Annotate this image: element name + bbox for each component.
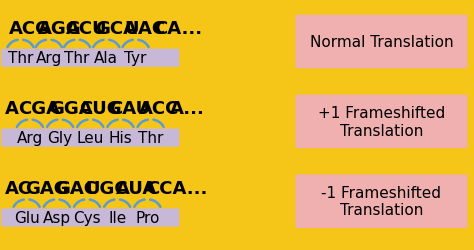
Text: AUA: AUA — [116, 180, 157, 197]
Text: ACC: ACC — [139, 100, 180, 118]
Text: AGG: AGG — [37, 20, 81, 38]
Text: CCA...: CCA... — [146, 180, 207, 197]
Text: Glu: Glu — [14, 210, 39, 225]
Text: CGA: CGA — [18, 100, 61, 118]
Text: ACG: ACG — [9, 20, 51, 38]
FancyBboxPatch shape — [295, 175, 467, 228]
FancyBboxPatch shape — [1, 208, 179, 227]
Text: Normal Translation: Normal Translation — [310, 35, 453, 50]
Text: A...: A... — [170, 100, 204, 118]
FancyBboxPatch shape — [295, 95, 467, 148]
Text: CUG: CUG — [79, 100, 122, 118]
Text: Asp: Asp — [43, 210, 71, 225]
Text: CAU: CAU — [109, 100, 150, 118]
Text: UGC: UGC — [86, 180, 128, 197]
FancyBboxPatch shape — [1, 129, 179, 147]
Text: Thr: Thr — [64, 51, 90, 66]
Text: A: A — [4, 100, 18, 118]
Text: ACU: ACU — [66, 20, 108, 38]
Text: GGA: GGA — [49, 100, 92, 118]
Text: Thr: Thr — [138, 130, 164, 146]
Text: Arg: Arg — [36, 51, 62, 66]
Text: AC: AC — [4, 180, 32, 197]
Text: GCA: GCA — [95, 20, 137, 38]
Text: Gly: Gly — [47, 130, 73, 146]
Text: -1 Frameshifted
Translation: -1 Frameshifted Translation — [321, 185, 441, 218]
Text: Pro: Pro — [135, 210, 160, 225]
Text: His: His — [109, 130, 132, 146]
Text: UAC: UAC — [124, 20, 165, 38]
Text: GAG: GAG — [25, 180, 69, 197]
Text: Ala: Ala — [94, 51, 118, 66]
FancyBboxPatch shape — [295, 16, 467, 69]
Text: +1 Frameshifted
Translation: +1 Frameshifted Translation — [318, 106, 445, 138]
Text: Thr: Thr — [8, 51, 33, 66]
Text: Tyr: Tyr — [124, 51, 147, 66]
Text: CA...: CA... — [154, 20, 202, 38]
Text: Leu: Leu — [77, 130, 104, 146]
Text: GAC: GAC — [55, 180, 97, 197]
Text: Ile: Ile — [108, 210, 126, 225]
Text: Arg: Arg — [17, 130, 43, 146]
Text: Cys: Cys — [73, 210, 101, 225]
FancyBboxPatch shape — [1, 50, 179, 68]
